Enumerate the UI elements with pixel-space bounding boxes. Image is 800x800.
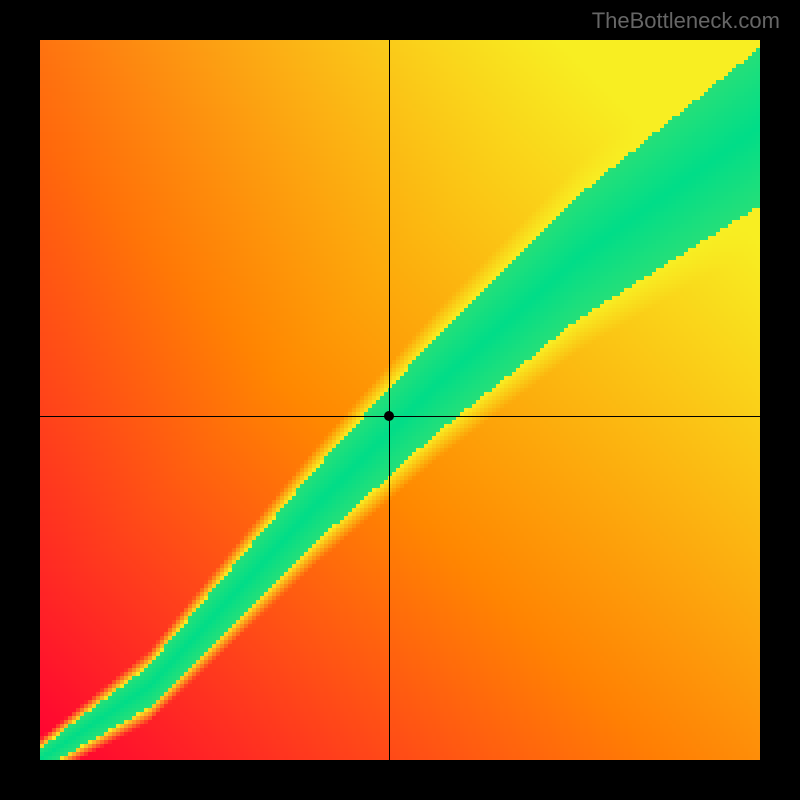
watermark: TheBottleneck.com (592, 8, 780, 34)
marker-dot (384, 411, 394, 421)
crosshair-horizontal (40, 416, 760, 417)
crosshair-vertical (389, 40, 390, 760)
chart-area (40, 40, 760, 760)
heatmap-canvas (40, 40, 760, 760)
